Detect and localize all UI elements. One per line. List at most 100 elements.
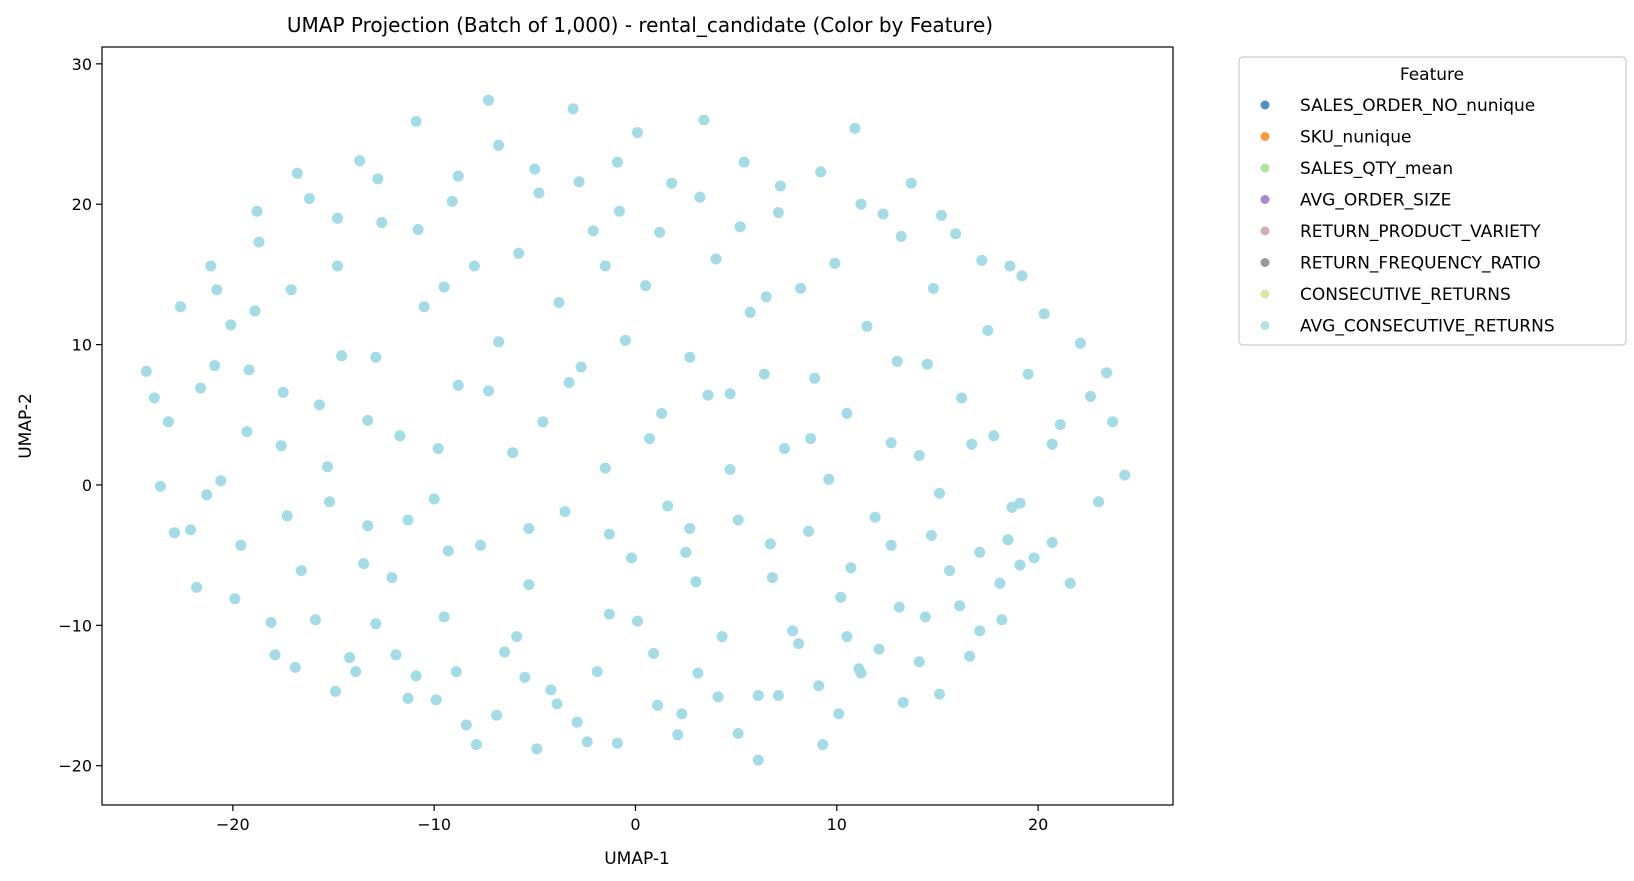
scatter-point	[662, 500, 674, 512]
scatter-point	[537, 416, 549, 428]
scatter-point	[362, 414, 374, 426]
scatter-point	[702, 389, 714, 401]
scatter-point	[460, 719, 472, 731]
legend-entries: SALES_ORDER_NO_nunique SKU_nunique SALES_Q…	[1260, 96, 1555, 337]
scatter-point	[1074, 337, 1086, 349]
scatter-point	[803, 525, 815, 537]
scatter-point	[209, 360, 221, 372]
scatter-point	[680, 546, 692, 558]
scatter-point	[1038, 308, 1050, 320]
scatter-point	[764, 538, 776, 550]
y-tick-label: 10	[72, 336, 92, 355]
scatter-point	[603, 608, 615, 620]
scatter-point	[581, 736, 593, 748]
scatter-point	[913, 450, 925, 461]
scatter-point	[849, 122, 861, 134]
scatter-point	[779, 443, 790, 454]
scatter-point	[611, 156, 623, 168]
scatter-point	[716, 631, 728, 643]
x-tick-label: −20	[216, 815, 250, 834]
scatter-point	[732, 514, 744, 526]
legend-marker	[1260, 289, 1270, 299]
scatter-point	[829, 257, 841, 269]
scatter-point	[934, 688, 945, 700]
scatter-point	[148, 392, 160, 404]
legend-marker	[1260, 195, 1270, 204]
scatter-point	[954, 600, 966, 612]
scatter-point	[265, 617, 277, 628]
x-tick-label: 0	[630, 815, 640, 834]
scatter-point	[1107, 416, 1119, 428]
scatter-point	[835, 591, 847, 603]
scatter-point	[895, 231, 907, 242]
scatter-point	[793, 638, 805, 650]
scatter-point	[919, 611, 931, 623]
scatter-point	[905, 177, 917, 189]
scatter-point	[861, 320, 873, 332]
x-tick-label: 10	[827, 815, 847, 834]
scatter-point	[724, 388, 736, 400]
scatter-point	[507, 447, 519, 459]
scatter-point	[303, 193, 315, 205]
scatter-point	[336, 350, 348, 362]
scatter-point	[386, 572, 398, 584]
x-tick-label: 20	[1028, 815, 1048, 834]
scatter-point	[309, 614, 321, 626]
scatter-point	[611, 737, 623, 749]
legend-entry-label: SALES_QTY_mean	[1300, 159, 1453, 179]
scatter-point	[787, 625, 798, 637]
scatter-point	[344, 652, 356, 664]
scatter-point	[1119, 469, 1131, 481]
scatter-point	[519, 671, 531, 683]
scatter-point	[370, 351, 382, 363]
scatter-point	[195, 382, 207, 394]
scatter-point	[175, 301, 186, 313]
scatter-point	[1046, 537, 1058, 548]
scatter-point	[491, 709, 503, 721]
scatter-point	[841, 631, 853, 643]
scatter-point	[734, 221, 746, 233]
scatter-point	[809, 372, 821, 384]
scatter-point	[603, 528, 615, 540]
scatter-point	[632, 615, 643, 627]
scatter-point	[885, 437, 897, 449]
scatter-point	[370, 618, 382, 630]
scatter-point	[944, 565, 955, 577]
scatter-point	[966, 438, 978, 450]
scatter-point	[162, 416, 174, 428]
scatter-point	[744, 306, 756, 318]
scatter-point	[529, 163, 541, 175]
scatter-point	[211, 284, 223, 296]
scatter-point	[853, 663, 865, 675]
scatter-point	[855, 198, 867, 210]
scatter-point	[350, 666, 362, 678]
scatter-point	[295, 565, 307, 577]
scatter-point	[690, 576, 702, 588]
scatter-point	[533, 187, 545, 199]
scatter-point	[974, 625, 986, 637]
scatter-point	[332, 212, 343, 224]
scatter-point	[805, 433, 817, 445]
scatter-point	[652, 699, 664, 711]
scatter-point	[313, 399, 325, 411]
scatter-point	[412, 224, 424, 235]
scatter-point	[877, 208, 889, 220]
legend-entry-label: SKU_nunique	[1300, 128, 1412, 148]
y-tick-label: 0	[82, 476, 92, 495]
legend-marker	[1260, 132, 1270, 141]
scatter-point	[201, 489, 213, 501]
scatter-point	[394, 430, 406, 442]
scatter-point	[493, 336, 505, 348]
y-axis-ticks: −20 −10 0 10 20 30	[58, 55, 102, 776]
scatter-point	[567, 103, 579, 115]
scatter-point	[772, 207, 784, 219]
x-axis-label: UMAP-1	[604, 849, 670, 869]
scatter-point	[732, 727, 744, 739]
scatter-point	[684, 523, 696, 534]
scatter-point	[710, 253, 722, 265]
scatter-point	[873, 643, 885, 655]
scatter-point	[640, 280, 652, 292]
scatter-point	[438, 281, 450, 293]
legend-entry-label: SALES_ORDER_NO_nunique	[1300, 96, 1535, 116]
